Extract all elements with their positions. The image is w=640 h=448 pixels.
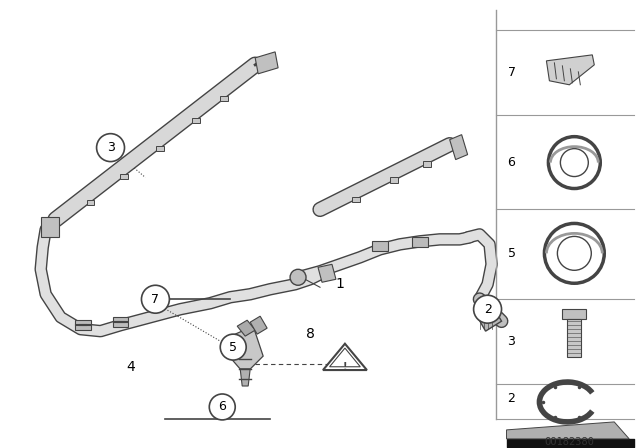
Bar — [412, 237, 428, 247]
Text: 7: 7 — [508, 66, 515, 79]
Polygon shape — [547, 55, 595, 85]
Bar — [372, 241, 388, 251]
Circle shape — [557, 237, 591, 270]
Polygon shape — [318, 264, 336, 282]
Bar — [113, 317, 129, 327]
Circle shape — [141, 285, 170, 313]
Circle shape — [548, 137, 600, 189]
Circle shape — [220, 334, 246, 360]
Text: 1: 1 — [335, 277, 344, 291]
Text: 7: 7 — [152, 293, 159, 306]
Polygon shape — [240, 369, 250, 386]
Text: 6: 6 — [508, 156, 515, 169]
Polygon shape — [156, 146, 164, 151]
Circle shape — [209, 394, 236, 420]
Bar — [75, 320, 91, 330]
Bar — [563, 309, 586, 319]
Text: 5: 5 — [508, 247, 515, 260]
Polygon shape — [506, 422, 629, 439]
Text: 3: 3 — [107, 141, 115, 154]
Polygon shape — [220, 96, 228, 101]
Circle shape — [561, 149, 588, 177]
Circle shape — [290, 269, 306, 285]
Polygon shape — [192, 118, 200, 123]
Bar — [568, 319, 581, 357]
Polygon shape — [351, 197, 360, 202]
Polygon shape — [323, 344, 367, 370]
Text: 2: 2 — [484, 303, 492, 316]
Polygon shape — [450, 135, 468, 159]
Polygon shape — [477, 307, 502, 331]
Text: 8: 8 — [305, 327, 314, 341]
Text: 4: 4 — [126, 360, 135, 374]
Circle shape — [545, 224, 604, 283]
Text: 2: 2 — [508, 392, 515, 405]
Text: !: ! — [342, 362, 347, 372]
Text: 5: 5 — [229, 340, 237, 353]
Polygon shape — [120, 174, 129, 179]
Circle shape — [97, 134, 125, 162]
Text: 6: 6 — [218, 401, 226, 414]
Polygon shape — [390, 177, 399, 183]
Polygon shape — [250, 316, 267, 334]
Polygon shape — [86, 200, 95, 205]
Polygon shape — [330, 348, 360, 367]
Polygon shape — [237, 320, 255, 336]
Polygon shape — [227, 326, 263, 369]
Text: OO182380: OO182380 — [545, 437, 595, 447]
Circle shape — [474, 295, 502, 323]
Polygon shape — [41, 217, 59, 237]
Text: 3: 3 — [508, 335, 515, 348]
Polygon shape — [255, 52, 278, 74]
Polygon shape — [423, 161, 431, 167]
